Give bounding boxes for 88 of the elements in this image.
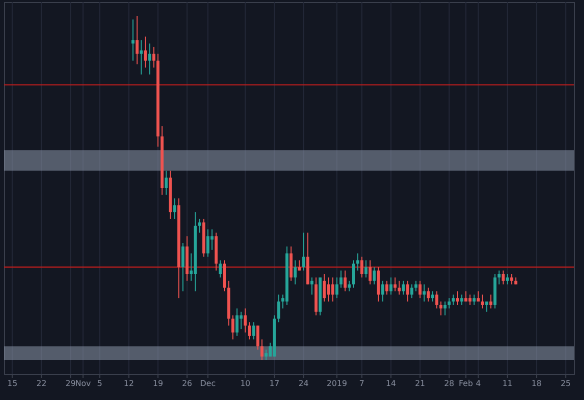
candlestick [439, 301, 442, 316]
x-tick-label: 14 [386, 379, 396, 388]
candlestick [235, 308, 238, 336]
candlestick [152, 46, 156, 68]
x-tick-label: 2019 [326, 379, 348, 388]
x-tick-label: 4 [476, 379, 481, 388]
candlestick [435, 290, 438, 309]
candlestick [140, 40, 143, 75]
candlestick [322, 274, 326, 302]
candlestick [385, 280, 388, 296]
candlestick [206, 228, 210, 258]
candlestick [340, 270, 343, 288]
x-tick-label: 11 [502, 379, 513, 388]
candlestick [406, 280, 410, 302]
candlestick [277, 294, 280, 323]
candlestick [502, 270, 505, 285]
candlestick [460, 294, 464, 306]
candlestick [218, 260, 222, 278]
candlestick [452, 294, 455, 306]
x-tick-label: 17 [269, 379, 280, 388]
candlestick [448, 298, 451, 309]
candlestick [394, 276, 397, 292]
candlestick [472, 294, 476, 306]
candlestick [402, 280, 405, 296]
x-tick-label: 25 [560, 379, 571, 388]
candlestick [198, 218, 202, 234]
candlestick [418, 280, 422, 299]
candlestick [372, 266, 376, 285]
x-tick-label: 19 [152, 379, 164, 388]
candlestick [410, 284, 414, 299]
candlestick [335, 276, 338, 299]
candlestick [364, 260, 368, 278]
candlestick [431, 290, 434, 302]
x-tick-label: 21 [414, 379, 426, 388]
candlestick [144, 36, 147, 68]
candlestick [485, 301, 488, 312]
candlestick [210, 228, 214, 250]
x-tick-label: 22 [36, 379, 47, 388]
candlestick [348, 280, 351, 292]
candlestick [498, 270, 501, 285]
x-tick-label: 5 [97, 379, 102, 388]
x-tick-label: 12 [124, 379, 134, 388]
candlestick [310, 276, 314, 296]
candlestick [468, 294, 472, 306]
candlestick [244, 308, 247, 333]
x-tick-label: 26 [182, 379, 192, 388]
candlestick [264, 349, 268, 360]
candlestick [331, 276, 334, 302]
x-tick-label: 18 [531, 379, 542, 388]
candlestick [131, 18, 134, 62]
x-tick-label: 28 [444, 379, 454, 388]
candlestick [480, 294, 484, 309]
x-tick-label: 7 [359, 379, 364, 388]
candlestick [148, 43, 152, 75]
candlestick [510, 274, 514, 285]
candlestick [248, 322, 251, 340]
candlestick [368, 260, 372, 285]
x-tick-label: 15 [7, 379, 18, 388]
candlestick [489, 294, 492, 309]
candlestick [181, 242, 184, 292]
candlestick [444, 301, 447, 316]
candlestick [389, 276, 392, 296]
candlestick [426, 287, 430, 302]
candlestick [294, 260, 297, 285]
candlestick [173, 198, 176, 220]
x-tick-label: 29 [65, 379, 76, 388]
x-tick-label: Dec [200, 379, 216, 388]
candlestick [356, 252, 360, 272]
candlestick [302, 232, 306, 272]
candlestick [256, 325, 260, 350]
candlestick [252, 322, 256, 340]
candlestick [414, 280, 418, 292]
candlestick [327, 276, 330, 302]
candlestick [506, 274, 509, 285]
candlestick [260, 338, 264, 360]
x-tick-label: Nov [75, 379, 92, 388]
candlestick [344, 270, 347, 292]
candlestick [136, 16, 139, 65]
candlestick [231, 314, 234, 340]
candlestick [360, 256, 364, 278]
x-tick-label: 24 [298, 379, 309, 388]
candlestick [164, 170, 168, 196]
candlestick [422, 284, 426, 302]
candlestick [381, 280, 384, 302]
candlestick [352, 260, 355, 288]
x-tick-label: 10 [240, 379, 250, 388]
x-tick-label: Feb [458, 379, 473, 388]
candlestick [456, 290, 460, 306]
